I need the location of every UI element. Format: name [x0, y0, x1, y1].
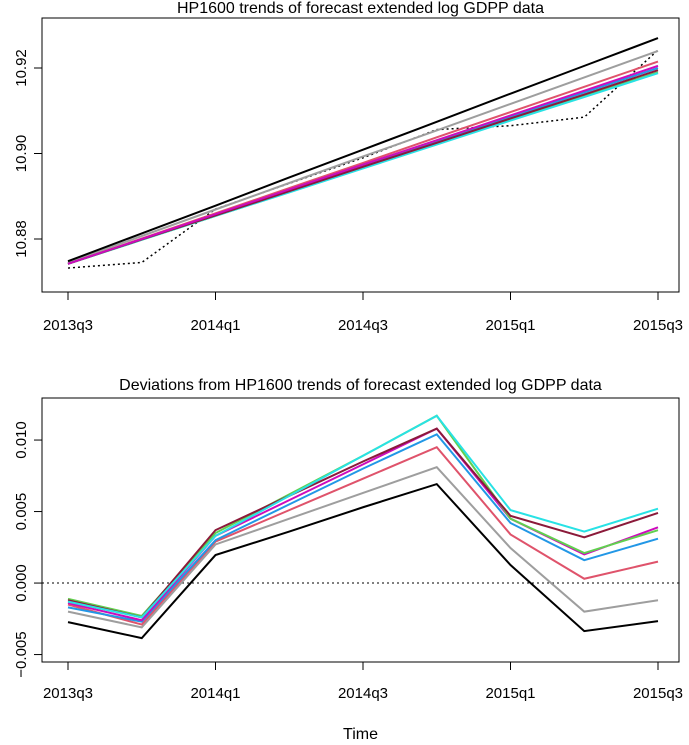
x-tick-label: 2015q3	[633, 317, 683, 334]
series-line	[67, 64, 659, 265]
x-tick-label: 2014q1	[190, 685, 240, 702]
y-tick-label: 0.010	[13, 421, 30, 459]
plot-frame	[41, 397, 680, 663]
x-tick-label: 2014q3	[338, 317, 388, 334]
series-line	[67, 482, 659, 640]
series-line	[67, 466, 659, 629]
series-line	[67, 433, 659, 623]
x-tick-label: 2013q3	[43, 317, 93, 334]
y-tick-label: 10.90	[13, 135, 30, 173]
series-line	[67, 427, 659, 622]
x-axis-label: Time	[343, 726, 378, 743]
plot-frame	[41, 17, 680, 293]
series-line	[67, 445, 659, 626]
x-tick-label: 2015q3	[633, 685, 683, 702]
series-line	[67, 427, 659, 619]
x-tick-label: 2013q3	[43, 685, 93, 702]
y-tick-label: 0.000	[13, 564, 30, 602]
series-line	[67, 49, 659, 269]
y-tick-label: 0.005	[13, 493, 30, 531]
chart-title: Deviations from HP1600 trends of forecas…	[119, 377, 602, 394]
y-tick-label: −0.005	[13, 631, 30, 677]
series-line	[67, 414, 659, 619]
chart-title: HP1600 trends of forecast extended log G…	[177, 0, 544, 17]
series-line	[67, 414, 659, 618]
y-tick-label: 10.92	[13, 49, 30, 87]
x-tick-label: 2014q1	[190, 317, 240, 334]
x-tick-label: 2015q1	[485, 685, 535, 702]
x-tick-label: 2015q1	[485, 317, 535, 334]
series-line	[67, 49, 659, 264]
series-line	[67, 37, 659, 263]
x-tick-label: 2014q3	[338, 685, 388, 702]
y-tick-label: 10.88	[13, 220, 30, 258]
